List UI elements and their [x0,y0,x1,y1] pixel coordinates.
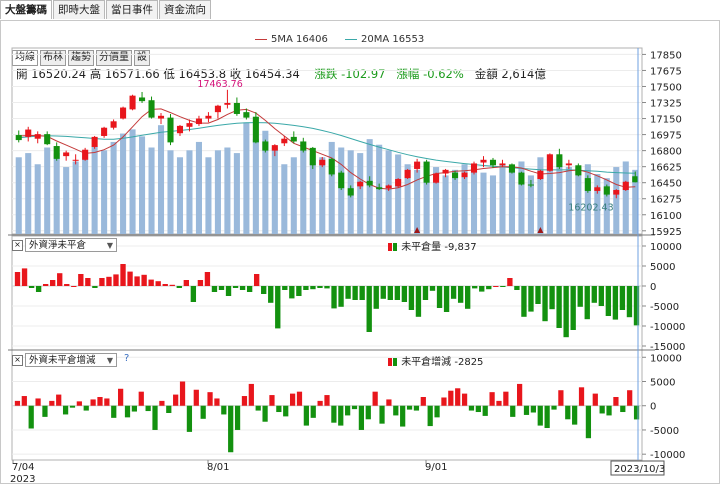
open-value: 16520.24 [31,67,87,81]
panel2-select-text: 外資淨未平倉 [29,240,87,251]
ma-button[interactable]: 均線 [12,50,38,66]
legend-ma20: 20MA 16553 [345,34,424,45]
chevron-down-icon: ▼ [106,356,113,365]
pct-value: -0.62% [423,67,464,81]
top-tabs: 大盤籌碼 即時大盤 當日事件 資金流向 [0,0,212,20]
volume-profile-button[interactable]: 分價量 [96,50,132,66]
up-swatch-icon [388,358,392,366]
panel3-select-text: 外資未平倉增減 [29,355,96,366]
panel2-value-label: 未平倉量 -9,837 [388,238,477,253]
panel3-value-text: 未平倉增減 -2825 [401,357,484,368]
high-label: 高 [89,67,102,81]
close-label: 收 [229,67,242,81]
amount-value: 2,614億 [501,67,546,81]
high-value: 16571.66 [104,67,160,81]
tab-daily-events[interactable]: 當日事件 [106,0,158,19]
panel3-value-label: 未平倉增減 -2825 [388,353,483,368]
amount-label: 金額 [474,67,498,81]
panel3-indicator-select[interactable]: 外資未平倉增減 ▼ [25,353,117,367]
ma5-swatch [255,38,267,40]
settings-button[interactable]: 設 [134,50,150,66]
ohlc-readout: 開 16520.24 高 16571.66 低 16453.8 收 16454.… [16,66,546,82]
chevron-down-icon: ▼ [106,241,113,250]
low-value: 16453.8 [178,67,227,81]
change-label: 漲跌 [314,67,338,81]
down-swatch-icon [393,358,397,366]
trend-button[interactable]: 趨勢 [68,50,94,66]
bollinger-button[interactable]: 布林 [40,50,66,66]
overlay-button-row: 均線 布林 趨勢 分價量 設 [12,50,152,66]
tab-realtime-market[interactable]: 即時大盤 [53,0,105,19]
open-label: 開 [16,67,28,81]
panel2-value-text: 未平倉量 -9,837 [401,242,477,253]
close-panel2-icon[interactable]: × [12,240,23,251]
ma20-swatch [345,38,357,40]
close-panel3-icon[interactable]: × [12,355,23,366]
pct-label: 漲幅 [396,67,420,81]
down-swatch-icon [393,243,397,251]
legend-ma5-text: 5MA 16406 [271,34,328,45]
close-value: 16454.34 [244,67,300,81]
change-value: -102.97 [341,67,386,81]
tab-chip-overview[interactable]: 大盤籌碼 [0,0,52,19]
legend-ma20-text: 20MA 16553 [361,34,425,45]
panel2-indicator-select[interactable]: 外資淨未平倉 ▼ [25,238,117,252]
help-icon[interactable]: ? [124,353,130,364]
legend-ma5: 5MA 16406 [255,34,328,45]
low-label: 低 [163,67,175,81]
up-swatch-icon [388,243,392,251]
tab-fund-flow[interactable]: 資金流向 [159,0,211,19]
